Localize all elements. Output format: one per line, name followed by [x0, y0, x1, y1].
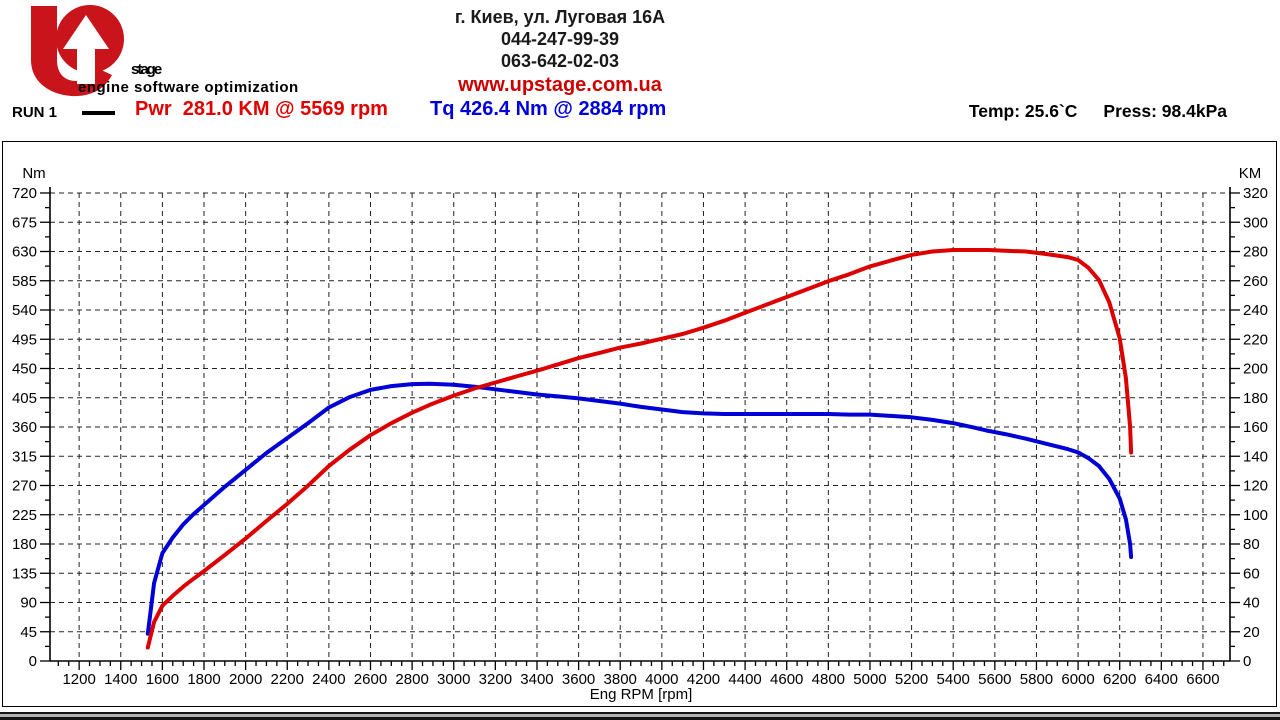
header: stage engine software optimization г. Ки…: [0, 0, 1280, 141]
svg-text:2400: 2400: [312, 671, 345, 688]
power-peak-readout: Pwr 281.0 KM @ 5569 rpm: [135, 98, 388, 120]
svg-text:1400: 1400: [104, 671, 137, 688]
svg-text:5600: 5600: [978, 671, 1011, 688]
svg-text:240: 240: [1243, 302, 1268, 319]
svg-text:540: 540: [12, 302, 37, 319]
svg-text:220: 220: [1243, 331, 1268, 348]
svg-text:3000: 3000: [437, 671, 470, 688]
svg-text:4600: 4600: [770, 671, 803, 688]
curves: [145, 248, 1134, 650]
svg-text:360: 360: [12, 419, 37, 436]
temp-readout: Temp: 25.6`C: [968, 101, 1078, 121]
svg-text:4400: 4400: [728, 671, 761, 688]
svg-text:0: 0: [1243, 653, 1251, 670]
contact-address: г. Киев, ул. Луговая 16А: [454, 7, 666, 27]
svg-text:270: 270: [12, 478, 37, 495]
svg-text:720: 720: [12, 185, 37, 202]
svg-text:6400: 6400: [1145, 671, 1178, 688]
svg-text:40: 40: [1243, 595, 1260, 612]
svg-text:1600: 1600: [146, 671, 179, 688]
svg-text:20: 20: [1243, 624, 1260, 641]
axes-and-ticks: 1200 1400 1600 1800 2000 2200 2400 2600 2800 3000…: [12, 185, 1268, 688]
environment-readout: Temp: 25.6`C Press: 98.4kPa: [945, 101, 1227, 122]
contact-phone-2: 063-642-02-03: [500, 51, 620, 71]
upstage-logo-mark-icon: [31, 5, 124, 97]
upstage-logo: stage engine software optimization: [31, 5, 299, 97]
svg-text:260: 260: [1243, 273, 1268, 290]
svg-text:3800: 3800: [604, 671, 637, 688]
svg-text:5000: 5000: [853, 671, 886, 688]
svg-text:100: 100: [1243, 507, 1268, 524]
svg-text:495: 495: [12, 331, 37, 348]
svg-text:2000: 2000: [229, 671, 262, 688]
bottom-edge-bar: [0, 712, 1280, 720]
power-curve: [145, 248, 1134, 650]
run-label: RUN 1: [12, 104, 58, 121]
svg-text:160: 160: [1243, 419, 1268, 436]
contact-phone-1: 044-247-99-39: [500, 29, 620, 49]
logo-tagline: engine software optimization: [78, 79, 299, 96]
up-arrow-icon: [63, 15, 109, 84]
svg-text:405: 405: [12, 390, 37, 407]
svg-text:80: 80: [1243, 536, 1260, 553]
svg-text:60: 60: [1243, 565, 1260, 582]
svg-text:585: 585: [12, 273, 37, 290]
svg-text:6600: 6600: [1186, 671, 1219, 688]
svg-text:45: 45: [20, 624, 37, 641]
svg-text:675: 675: [12, 214, 37, 231]
svg-text:1200: 1200: [62, 671, 95, 688]
chart-box: Nm KM Eng RPM [rpm] 1200 1400 1600 1800 2000…: [2, 141, 1277, 707]
logo-wordmark: stage: [131, 61, 162, 78]
svg-text:90: 90: [20, 595, 37, 612]
svg-text:450: 450: [12, 361, 37, 378]
svg-text:2600: 2600: [354, 671, 387, 688]
contact-website: www.upstage.com.ua: [458, 74, 662, 96]
right-axis-unit: KM: [1239, 165, 1262, 182]
left-axis-unit: Nm: [22, 165, 45, 182]
svg-text:300: 300: [1243, 214, 1268, 231]
svg-text:1800: 1800: [187, 671, 220, 688]
torque-curve: [145, 381, 1134, 636]
svg-text:2200: 2200: [271, 671, 304, 688]
x-axis-title: Eng RPM [rpm]: [590, 686, 693, 703]
svg-text:4200: 4200: [687, 671, 720, 688]
svg-text:320: 320: [1243, 185, 1268, 202]
run-legend-line: [82, 111, 115, 115]
svg-text:4800: 4800: [812, 671, 845, 688]
svg-text:140: 140: [1243, 448, 1268, 465]
svg-text:315: 315: [12, 448, 37, 465]
svg-text:3200: 3200: [479, 671, 512, 688]
svg-text:0: 0: [29, 653, 37, 670]
svg-text:6200: 6200: [1103, 671, 1136, 688]
gridlines: [50, 192, 1230, 661]
svg-text:225: 225: [12, 507, 37, 524]
svg-text:5800: 5800: [1020, 671, 1053, 688]
dyno-chart: Nm KM Eng RPM [rpm] 1200 1400 1600 1800 2000…: [12, 165, 1268, 703]
svg-text:135: 135: [12, 565, 37, 582]
svg-text:3600: 3600: [562, 671, 595, 688]
svg-text:180: 180: [1243, 390, 1268, 407]
svg-text:5400: 5400: [937, 671, 970, 688]
svg-text:200: 200: [1243, 361, 1268, 378]
svg-text:630: 630: [12, 244, 37, 261]
svg-text:180: 180: [12, 536, 37, 553]
svg-text:3400: 3400: [520, 671, 553, 688]
svg-text:4000: 4000: [645, 671, 678, 688]
svg-text:280: 280: [1243, 244, 1268, 261]
press-readout: Press: 98.4kPa: [1103, 101, 1227, 121]
contact-block: г. Киев, ул. Луговая 16А 044-247-99-39 0…: [420, 6, 700, 97]
svg-text:6000: 6000: [1061, 671, 1094, 688]
svg-text:120: 120: [1243, 478, 1268, 495]
svg-text:5200: 5200: [895, 671, 928, 688]
torque-peak-readout: Tq 426.4 Nm @ 2884 rpm: [430, 98, 667, 120]
svg-text:2800: 2800: [395, 671, 428, 688]
